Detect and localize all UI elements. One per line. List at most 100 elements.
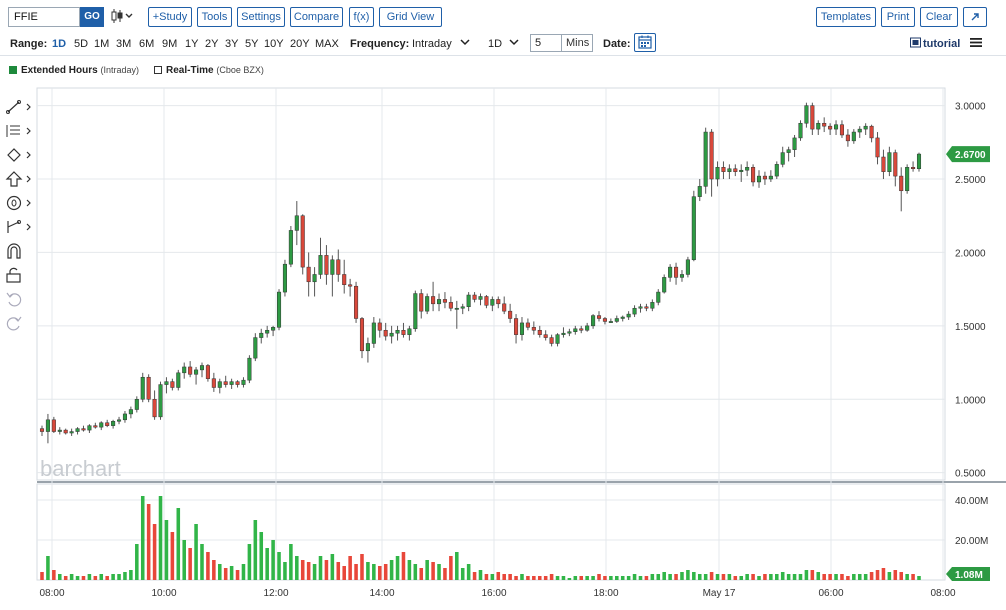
chevron-down-icon[interactable] [509,37,519,51]
candle-body [905,167,910,192]
candle-body [828,125,833,130]
range-3y[interactable]: 3Y [225,38,239,50]
candle-body [401,329,406,335]
time-tick-label: 16:00 [481,588,506,599]
settings-button[interactable]: Settings [237,7,285,27]
compare-button[interactable]: Compare [290,7,343,27]
range-1y[interactable]: 1Y [185,38,199,50]
volume-bar [816,572,821,580]
arrow-tool-icon[interactable] [5,170,35,188]
volume-bar [686,570,690,580]
candle-body [519,322,525,335]
candle-body [614,318,619,322]
magnet-icon[interactable] [5,242,35,260]
volume-bars [40,496,921,580]
lock-icon[interactable] [5,266,35,284]
volume-bar [247,544,252,580]
volume-bar [508,574,512,580]
range-6m[interactable]: 6M [139,38,155,50]
candle-body [579,328,584,331]
range-10y[interactable]: 10Y [264,38,284,50]
candle-body [822,122,827,127]
candle-body [354,285,359,319]
measure-tool-icon[interactable] [5,218,35,236]
volume-bar [413,564,418,580]
axes: 3.0000 2.5000 2.0000 1.5000 1.0000 0.5000 40.0… [39,102,990,599]
menu-icon[interactable] [970,37,982,52]
redo-icon[interactable] [5,314,35,332]
price-tick-label: 2.5000 [955,175,986,186]
frequency-select[interactable]: Intraday [412,38,452,50]
candle-body [51,419,56,432]
candle-body [140,376,145,400]
film-icon[interactable] [910,37,921,52]
volume-bar [502,574,506,580]
candle-body [644,306,649,309]
calendar-icon[interactable] [634,33,656,52]
legend-extended[interactable]: Extended Hours (Intraday) [9,64,139,77]
time-tick-label: 08:00 [930,588,955,599]
candle-body [472,294,477,300]
volume-bar [650,574,655,580]
volume-bar [265,548,269,580]
shape-tool-icon[interactable] [5,146,35,164]
candle-body [839,124,844,136]
text-tool-icon[interactable] [5,194,35,212]
range-5y[interactable]: 5Y [245,38,259,50]
range-3m[interactable]: 3M [116,38,132,50]
candle-body [306,266,311,283]
volume-bar [786,574,791,580]
chevron-down-icon[interactable] [460,37,470,51]
grid-view-button[interactable]: Grid View [379,7,442,27]
tutorial-link[interactable]: tutorial [923,38,961,50]
range-max[interactable]: MAX [315,38,339,50]
volume-bar [526,576,530,580]
legend-extended-sub: (Intraday) [100,65,139,75]
undo-icon[interactable] [5,290,35,308]
price-tick-label: 3.0000 [955,102,986,113]
range-5d[interactable]: 5D [74,38,89,50]
templates-button[interactable]: Templates [816,7,876,27]
volume-bar [135,544,139,580]
volume-bar [259,532,264,580]
candle-body [336,259,341,275]
volume-bar [662,572,666,580]
aggregation-select[interactable]: 1D [488,38,503,50]
symbol-input[interactable] [8,7,80,27]
volume-tick-label: 40.00M [955,496,988,507]
candle-body [199,365,205,371]
print-button[interactable]: Print [881,7,915,27]
range-1d[interactable]: 1D [52,38,67,50]
range-9m[interactable]: 9M [162,38,178,50]
tools-button[interactable]: Tools [197,7,232,27]
volume-bar [140,496,145,580]
volume-bar [840,574,844,580]
legend-realtime[interactable]: Real-Time (Cboe BZX) [154,64,264,77]
volume-bar [407,560,412,580]
go-button[interactable]: GO [80,7,104,27]
range-1m[interactable]: 1M [94,38,110,50]
volume-bar [300,560,305,580]
price-tick-label: 0.5000 [955,469,986,480]
study-button[interactable]: +Study [148,7,192,27]
clear-button[interactable]: Clear [920,7,958,27]
function-button[interactable]: f(x) [349,7,374,27]
candle-body [804,105,809,124]
volume-bar [212,560,216,580]
candle-body [235,381,240,385]
range-2y[interactable]: 2Y [205,38,219,50]
expand-icon[interactable] [963,7,987,27]
candle-body [786,149,791,153]
candle-body [436,299,442,305]
range-20y[interactable]: 20Y [290,38,310,50]
volume-bar [514,576,518,580]
volume-bar [200,544,204,580]
candle-icon[interactable] [110,8,134,26]
candle-body [691,196,696,261]
volume-bar [57,574,62,580]
line-tool-icon[interactable] [5,98,35,116]
volume-bar [372,564,376,580]
candle-body [875,137,880,158]
fib-tool-icon[interactable] [5,122,35,140]
